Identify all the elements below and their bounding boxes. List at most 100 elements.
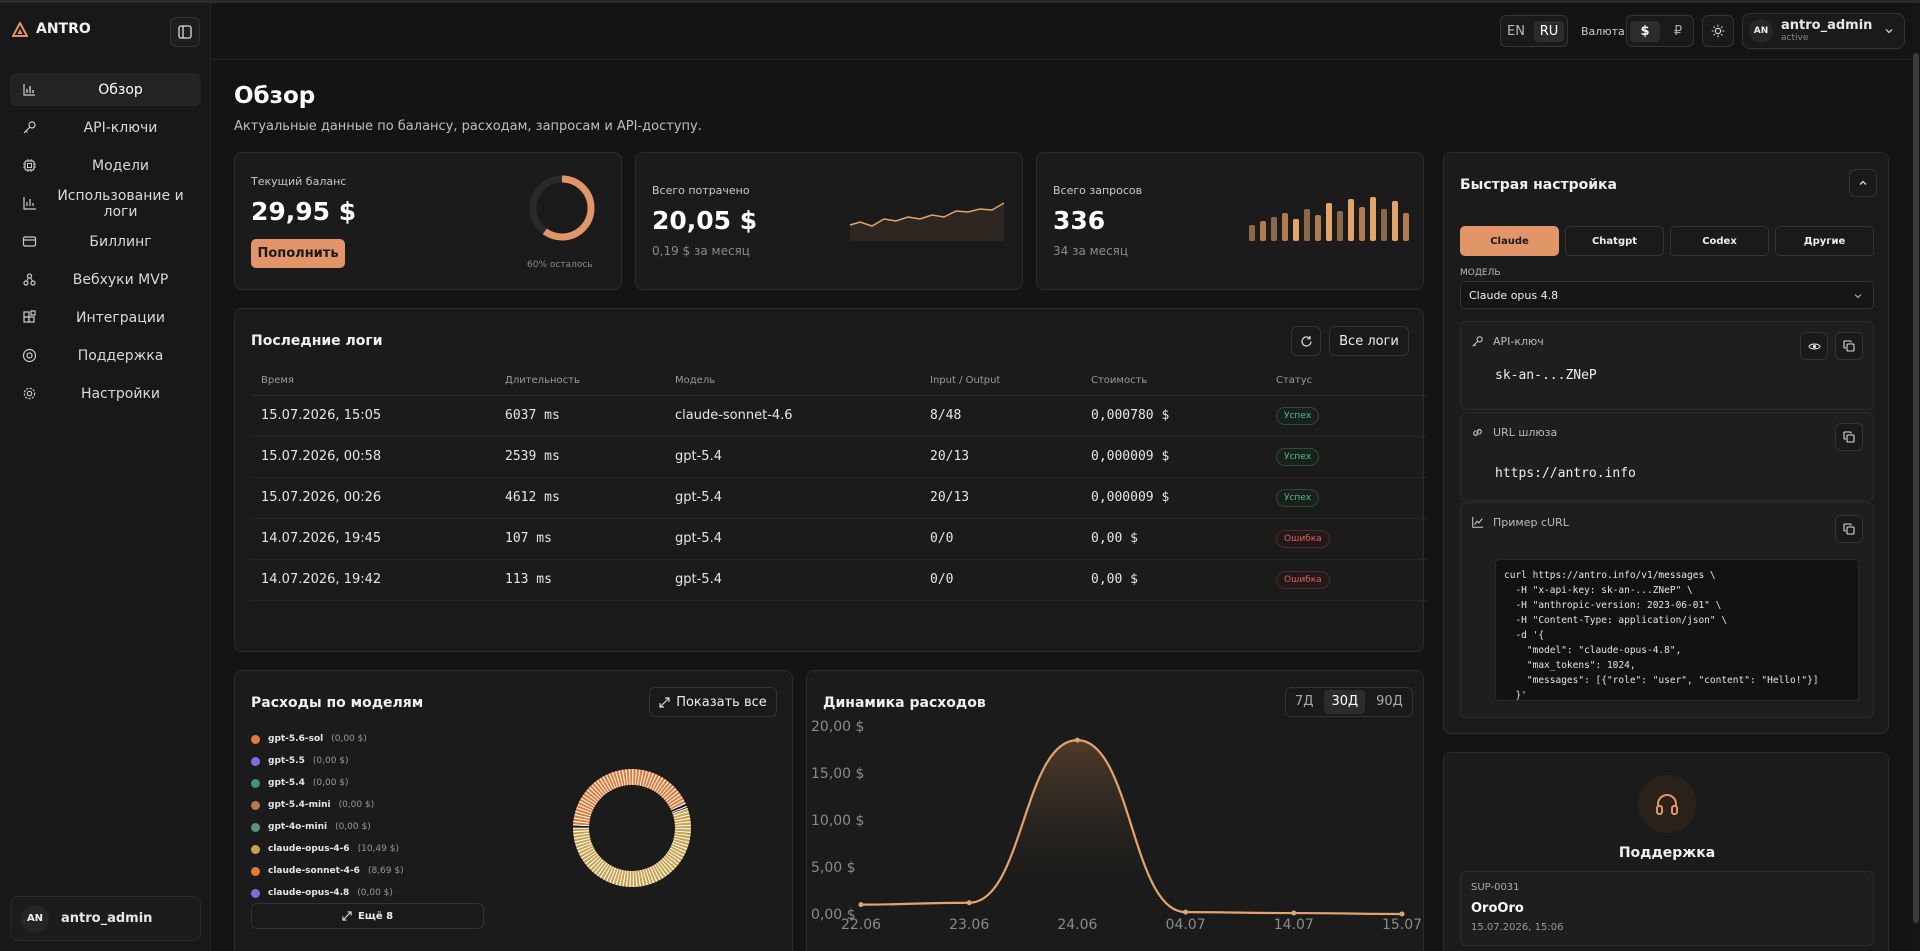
lang-ru-option[interactable]: RU: [1534, 20, 1564, 42]
copy-icon: [1843, 340, 1855, 352]
legend-item: gpt-4o-mini (0,00 $): [251, 820, 371, 834]
log-time: 15.07.2026, 15:05: [251, 395, 495, 437]
legend-model-value: (0,00 $): [357, 888, 393, 898]
ticket-title: OroOro: [1471, 901, 1524, 916]
range-7d[interactable]: 7Д: [1295, 694, 1314, 709]
table-row[interactable]: 15.07.2026, 15:05 6037 ms claude-sonnet-4.…: [251, 395, 1427, 437]
spend-dynamics-card: Динамика расходов 7Д 30Д 90Д 0,00 $ 5,00 …: [806, 670, 1424, 951]
model-select-value: Claude opus 4.8: [1469, 288, 1559, 302]
sidebar-toggle-button[interactable]: [170, 17, 200, 47]
copy-key-button[interactable]: [1835, 332, 1863, 360]
balance-card: Текущий баланс 29,95 $ Пополнить 60% ост…: [234, 152, 622, 290]
spend-point[interactable]: [1074, 737, 1080, 743]
legend-model-value: (0,00 $): [335, 822, 371, 832]
page-title: Обзор: [234, 83, 316, 109]
chart-icon: [1472, 516, 1484, 528]
spend-point[interactable]: [858, 902, 864, 908]
sun-icon: [1711, 24, 1725, 38]
spend-point[interactable]: [1399, 911, 1405, 917]
log-status-cell: Успех: [1266, 395, 1427, 437]
sidebar-item-label: Обзор: [98, 81, 143, 98]
sidebar-item-overview[interactable]: Обзор: [10, 73, 201, 106]
topup-button[interactable]: Пополнить: [251, 239, 345, 268]
curl-code-block[interactable]: curl https://antro.info/v1/messages \ -H…: [1495, 559, 1859, 701]
sidebar-user[interactable]: AN antro_admin: [10, 896, 201, 941]
currency-rub-option[interactable]: ₽: [1673, 23, 1683, 39]
currency-usd-option[interactable]: $: [1630, 20, 1660, 42]
log-time: 14.07.2026, 19:45: [251, 518, 495, 560]
legend-item: gpt-5.4-mini (0,00 $): [251, 798, 374, 812]
lifebuoy-icon: [22, 348, 37, 363]
key-icon: [23, 121, 36, 134]
x-tick-label: 14.07: [1274, 917, 1314, 933]
show-all-button[interactable]: Показать все: [649, 687, 777, 717]
spend-point[interactable]: [966, 900, 972, 906]
sidebar-item-integrations[interactable]: Интеграции: [10, 301, 201, 334]
sidebar-item-webhooks[interactable]: Вебхуки MVP: [10, 263, 201, 296]
table-row[interactable]: 15.07.2026, 00:26 4612 ms gpt-5.4 20/13 0,00…: [251, 477, 1427, 519]
tab-chatgpt[interactable]: Chatgpt: [1565, 226, 1664, 256]
sidebar-item-support[interactable]: Поддержка: [10, 339, 201, 372]
legend-item: gpt-5.4 (0,00 $): [251, 776, 349, 790]
status-badge: Ошибка: [1276, 529, 1330, 548]
table-row[interactable]: 14.07.2026, 19:45 107 ms gpt-5.4 0/0 0,00 $ О…: [251, 518, 1427, 560]
blocks-icon: [23, 310, 36, 323]
requests-card: Всего запросов 336 34 за месяц: [1036, 152, 1424, 290]
copy-url-button[interactable]: [1835, 423, 1863, 451]
more-models-button[interactable]: Ещё 8: [251, 903, 484, 929]
legend-item: claude-opus-4.8 (0,00 $): [251, 886, 393, 900]
log-io: 0/0: [920, 559, 1081, 601]
table-row[interactable]: 14.07.2026, 19:42 113 ms gpt-5.4 0/0 0,00 $ О…: [251, 559, 1427, 601]
spend-point[interactable]: [1183, 909, 1189, 915]
tab-claude[interactable]: Claude: [1460, 226, 1559, 256]
legend-model-name: claude-opus-4.8: [268, 888, 350, 898]
log-cost: 0,000009 $: [1081, 477, 1266, 519]
spend-point[interactable]: [1291, 910, 1297, 916]
requests-value: 336: [1053, 206, 1106, 235]
sidebar-item-billing[interactable]: Биллинг: [10, 225, 201, 258]
spend-dynamics-chart: 0,00 $ 5,00 $ 10,00 $ 15,00 $ 20,00 $ 22.06 23…: [811, 719, 1422, 933]
tab-codex[interactable]: Codex: [1670, 226, 1769, 256]
bar-chart-icon: [23, 84, 35, 96]
legend-dot: [251, 866, 260, 876]
user-menu[interactable]: AN antro_admin active: [1742, 13, 1905, 49]
legend-dot: [251, 800, 260, 810]
lang-en-option[interactable]: EN: [1507, 23, 1525, 39]
legend-model-name: gpt-5.4-mini: [268, 800, 331, 810]
collapse-quick-setup-button[interactable]: [1849, 169, 1877, 197]
legend-model-name: claude-opus-4-6: [268, 844, 350, 854]
page-scrollbar-thumb[interactable]: [1913, 53, 1919, 923]
copy-curl-button[interactable]: [1835, 515, 1863, 543]
sidebar-item-settings[interactable]: Настройки: [10, 377, 201, 410]
sidebar-item-usage-logs[interactable]: Использование и логи: [10, 187, 201, 220]
sidebar-item-api-keys[interactable]: API-ключи: [10, 111, 201, 144]
theme-toggle-button[interactable]: [1702, 15, 1734, 47]
sidebar-item-label: Вебхуки MVP: [72, 271, 169, 288]
tab-other[interactable]: Другие: [1775, 226, 1874, 256]
api-key-row: API-ключ sk-an-...ZNeP: [1460, 321, 1874, 410]
refresh-button[interactable]: [1291, 326, 1321, 356]
sidebar-item-label: Биллинг: [89, 233, 152, 250]
y-tick-label: 15,00 $: [811, 766, 864, 782]
legend-dot: [251, 844, 260, 854]
sidebar-item-label: Поддержка: [77, 347, 164, 364]
range-90d[interactable]: 90Д: [1376, 694, 1403, 709]
brand-logo[interactable]: ANTRO: [12, 21, 91, 37]
dynamics-title: Динамика расходов: [823, 695, 986, 711]
all-logs-button[interactable]: Все логи: [1329, 326, 1409, 356]
sidebar-item-models[interactable]: Модели: [10, 149, 201, 182]
range-30d[interactable]: 30Д: [1324, 690, 1366, 714]
model-select[interactable]: Claude opus 4.8: [1460, 281, 1874, 309]
currency-label: Валюта:: [1581, 25, 1629, 38]
reveal-key-button[interactable]: [1800, 332, 1828, 360]
copy-icon: [1843, 431, 1855, 443]
balance-value: 29,95 $: [251, 197, 357, 226]
support-ticket[interactable]: SUP-0031 OroOro 15.07.2026, 15:06: [1460, 871, 1874, 946]
sidebar-nav: Обзор API-ключи Модели Использование и л…: [10, 73, 201, 415]
table-row[interactable]: 15.07.2026, 00:58 2539 ms gpt-5.4 20/13 0,00…: [251, 436, 1427, 478]
x-tick-label: 23.06: [949, 917, 989, 933]
sidebar-item-label: Модели: [92, 157, 149, 174]
sidebar-item-label: Настройки: [80, 385, 161, 402]
sidebar-item-label: API-ключи: [83, 119, 158, 136]
